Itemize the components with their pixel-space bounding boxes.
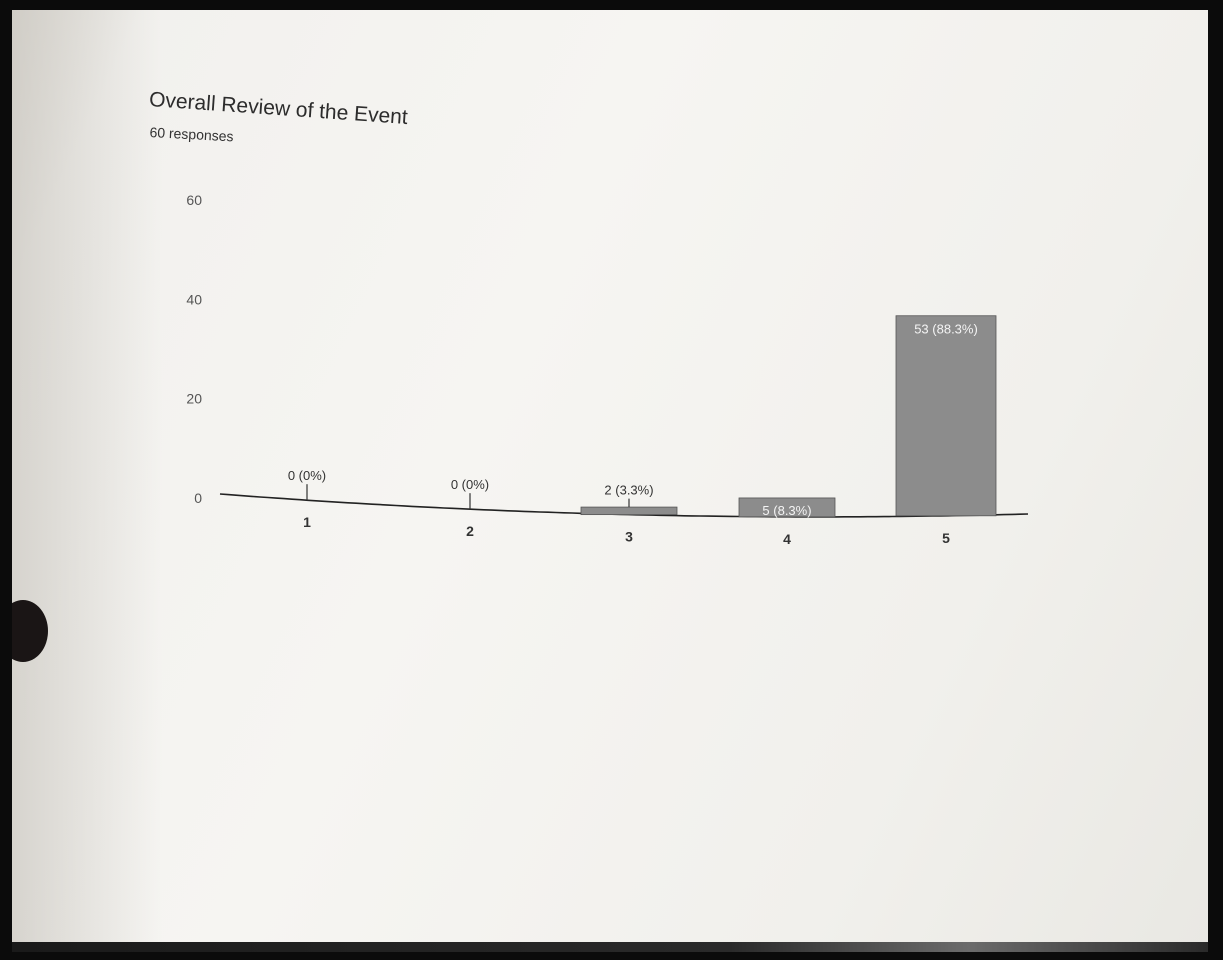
x-tick-label: 5	[942, 530, 950, 546]
y-tick-label: 20	[186, 391, 202, 407]
y-tick-label: 60	[186, 192, 202, 208]
x-tick-label: 2	[466, 523, 474, 539]
data-label: 2 (3.3%)	[604, 483, 653, 498]
bar	[580, 506, 678, 516]
x-axis-ticks: 1 2 3 4 5	[303, 514, 950, 547]
x-tick-label: 3	[625, 529, 633, 545]
bar	[738, 497, 836, 518]
bar	[895, 315, 997, 517]
x-tick-label: 1	[303, 514, 311, 530]
bottom-edge	[12, 942, 1208, 952]
y-tick-label: 40	[186, 291, 202, 307]
paper-sheet	[12, 10, 1208, 952]
data-label: 53 (88.3%)	[914, 322, 978, 337]
bars	[306, 315, 997, 518]
y-axis-ticks: 0 20 40 60	[186, 192, 202, 506]
y-tick-label: 0	[194, 490, 202, 506]
page-shadow	[12, 10, 162, 952]
data-labels: 0 (0%) 0 (0%) 2 (3.3%) 5 (8.3%) 53 (88.3%)	[288, 322, 978, 518]
x-tick-label: 4	[783, 531, 791, 547]
data-label: 5 (8.3%)	[762, 503, 811, 518]
data-label: 0 (0%)	[451, 477, 489, 492]
data-label: 0 (0%)	[288, 468, 326, 483]
